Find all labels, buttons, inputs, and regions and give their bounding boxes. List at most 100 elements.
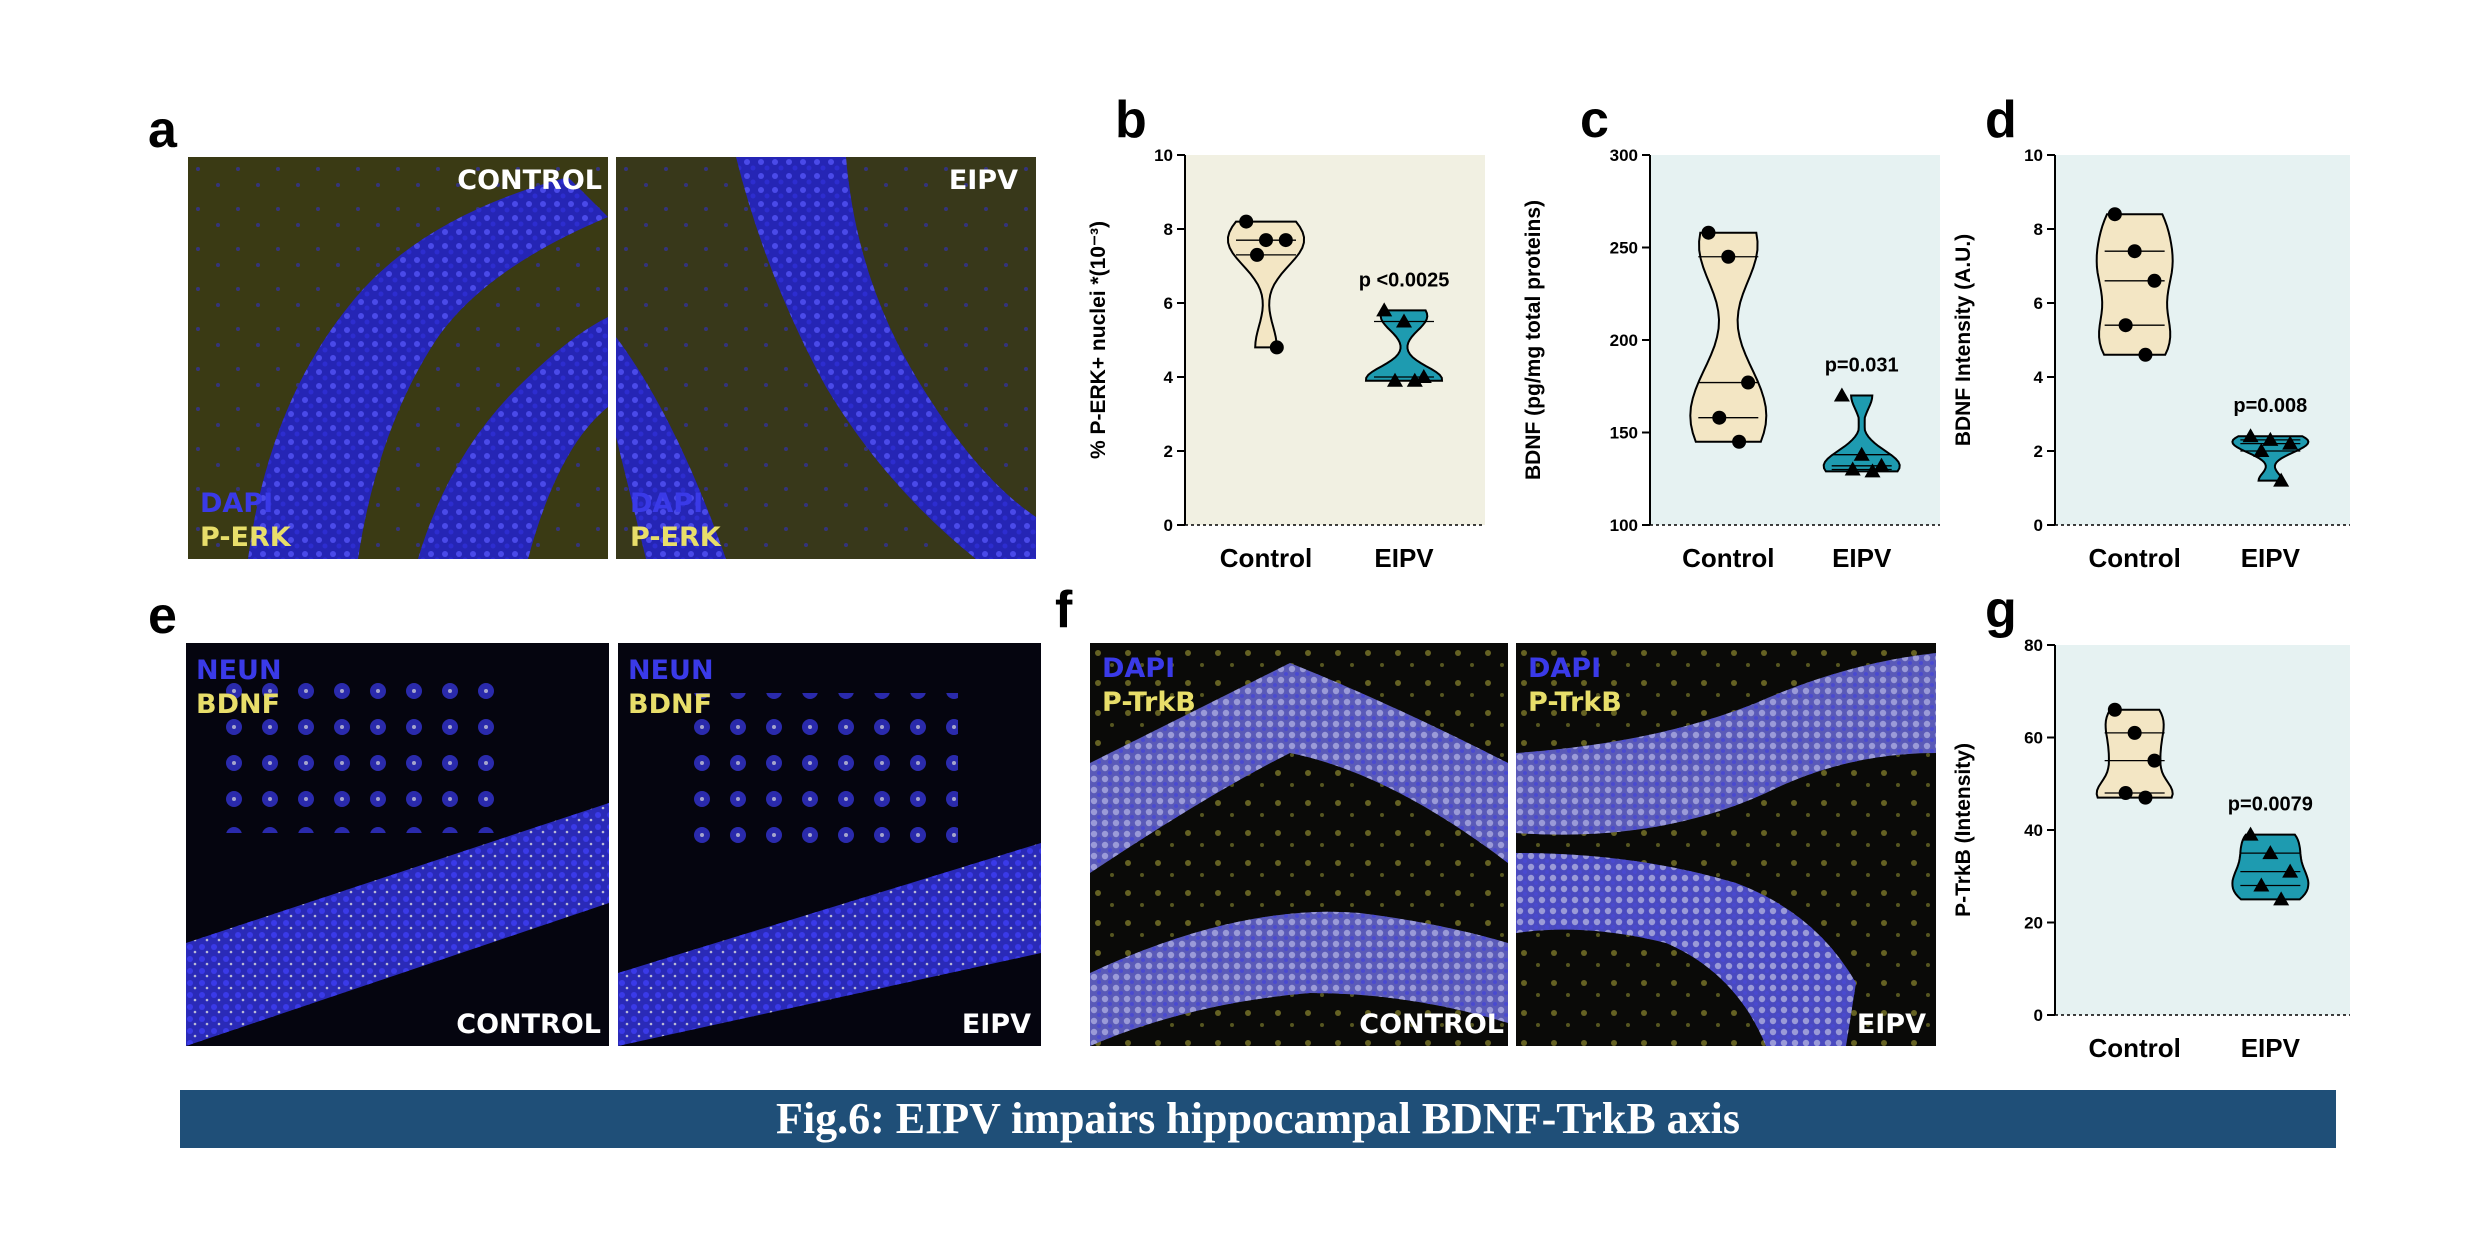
y-axis-label: % P-ERK+ nuclei *(10⁻³): [1087, 221, 1110, 459]
data-point: [1853, 446, 1870, 461]
x-category-label: Control: [2088, 543, 2180, 573]
panel-letter: c: [1580, 95, 1609, 149]
y-tick-label: 150: [1610, 424, 1638, 443]
micrograph-label: CONTROL: [457, 165, 602, 196]
data-point: [2282, 863, 2299, 878]
stain-label-yellow: P-ERK: [200, 522, 291, 553]
data-point: [2107, 702, 2122, 717]
y-tick-label: 40: [2024, 821, 2043, 840]
data-point: [1250, 247, 1264, 262]
data-point: [1833, 387, 1850, 402]
y-tick-label: 80: [2024, 636, 2043, 655]
data-point: [2127, 244, 2142, 259]
data-point: [1239, 214, 1254, 229]
data-point: [2147, 273, 2162, 288]
data-point: [2147, 753, 2162, 768]
chart-c: c 100 150 200 250 300 BDNF (pg/mg total protei…: [1522, 95, 1940, 573]
y-tick-label: 10: [1154, 146, 1173, 165]
stain-label-yellow: BDNF: [196, 689, 281, 720]
data-point: [1873, 457, 1890, 472]
data-point: [2138, 790, 2153, 805]
x-category-label: EIPV: [2241, 543, 2301, 573]
stain-label-blue: NEUN: [196, 655, 282, 686]
violin-eipv: [2231, 833, 2310, 901]
data-point: [1844, 461, 1861, 476]
stain-label-yellow: BDNF: [628, 689, 713, 720]
data-point: [1415, 369, 1432, 383]
y-tick-label: 250: [1610, 239, 1638, 258]
p-value-label: p=0.0079: [2228, 794, 2313, 816]
violin-control: [1689, 231, 1768, 443]
data-point: [2273, 891, 2290, 906]
violin-eipv: [1364, 309, 1444, 382]
figure-caption: Fig.6: EIPV impairs hippocampal BDNF-Trk…: [180, 1090, 2336, 1148]
y-tick-label: 100: [1610, 516, 1638, 535]
x-category-label: EIPV: [1832, 543, 1892, 573]
y-tick-label: 6: [2034, 294, 2043, 313]
stain-label-blue: DAPI: [200, 488, 274, 519]
micrograph-a-control: CONTROL DAPI P-ERK: [188, 157, 608, 559]
data-point: [2282, 435, 2299, 450]
p-value-label: p <0.0025: [1359, 269, 1450, 291]
stain-label-blue: NEUN: [628, 655, 714, 686]
y-axis-label: P-TrkB (Intensity): [1952, 743, 1975, 917]
data-point: [1406, 372, 1423, 387]
x-category-label: EIPV: [1374, 543, 1434, 573]
data-point: [2107, 207, 2122, 222]
chart-b: b 0 2 4 6 8 10 % P-ERK+ nuclei *(10⁻³) Control EI…: [1087, 95, 1485, 573]
stain-label-blue: DAPI: [1528, 653, 1602, 684]
p-value-label: p=0.031: [1825, 355, 1899, 377]
micrograph-e-control: NEUN BDNF CONTROL: [186, 643, 609, 1046]
data-point: [2273, 472, 2290, 487]
stain-label-yellow: P-ERK: [630, 522, 721, 553]
y-tick-label: 10: [2024, 146, 2043, 165]
y-tick-label: 0: [2034, 1006, 2043, 1025]
micrograph-label: EIPV: [1856, 1009, 1926, 1040]
data-point: [1278, 233, 1293, 248]
y-tick-label: 300: [1610, 146, 1638, 165]
violin-eipv: [1822, 394, 1901, 473]
panel-letter-a: a: [148, 101, 177, 159]
violin-control: [2095, 213, 2174, 356]
micrograph-label: EIPV: [961, 1009, 1031, 1040]
data-point: [1269, 340, 1284, 355]
stain-label-blue: DAPI: [630, 488, 704, 519]
panel-letter: d: [1985, 95, 2017, 149]
data-point: [1376, 302, 1393, 317]
y-tick-label: 2: [2034, 442, 2043, 461]
data-point: [2138, 347, 2153, 362]
data-point: [1387, 372, 1403, 387]
data-point: [1259, 233, 1273, 248]
x-category-label: Control: [1682, 543, 1774, 573]
y-tick-label: 8: [2034, 220, 2043, 239]
chart-g: g 0 20 40 60 80 P-TrkB (Intensity) Control EIPV p…: [1952, 585, 2350, 1063]
micrograph-label: EIPV: [948, 165, 1018, 196]
chart-d: d 0 2 4 6 8 10 BDNF Intensity (A.U.) Control EIPV…: [1952, 95, 2350, 573]
x-category-label: Control: [2088, 1033, 2180, 1063]
panel-letter: b: [1115, 95, 1147, 149]
data-point: [2253, 877, 2270, 892]
micrograph-label: CONTROL: [456, 1009, 601, 1040]
stain-label-yellow: P-TrkB: [1102, 687, 1196, 718]
y-tick-label: 0: [2034, 516, 2043, 535]
y-tick-label: 200: [1610, 331, 1638, 350]
y-axis-label: BDNF Intensity (A.U.): [1952, 234, 1975, 446]
stain-label-blue: DAPI: [1102, 653, 1176, 684]
data-point: [2253, 443, 2270, 457]
y-tick-label: 20: [2024, 914, 2043, 933]
y-tick-label: 8: [1164, 220, 1173, 239]
micrograph-f-eipv: DAPI P-TrkB EIPV: [1516, 643, 1936, 1046]
panel-letter-f: f: [1055, 581, 1073, 639]
panel-letter-e: e: [148, 587, 177, 645]
y-tick-label: 4: [2034, 368, 2044, 387]
micrograph-e-eipv: NEUN BDNF EIPV: [618, 643, 1041, 1046]
data-point: [2118, 786, 2133, 800]
violin-control: [1226, 220, 1306, 349]
y-tick-label: 6: [1164, 294, 1173, 313]
micrograph-a-eipv: EIPV DAPI P-ERK: [616, 157, 1036, 559]
y-tick-label: 2: [1164, 442, 1173, 461]
data-point: [2242, 826, 2259, 841]
panel-letter: g: [1985, 585, 2017, 639]
x-category-label: Control: [1220, 543, 1312, 573]
data-point: [1721, 249, 1736, 264]
